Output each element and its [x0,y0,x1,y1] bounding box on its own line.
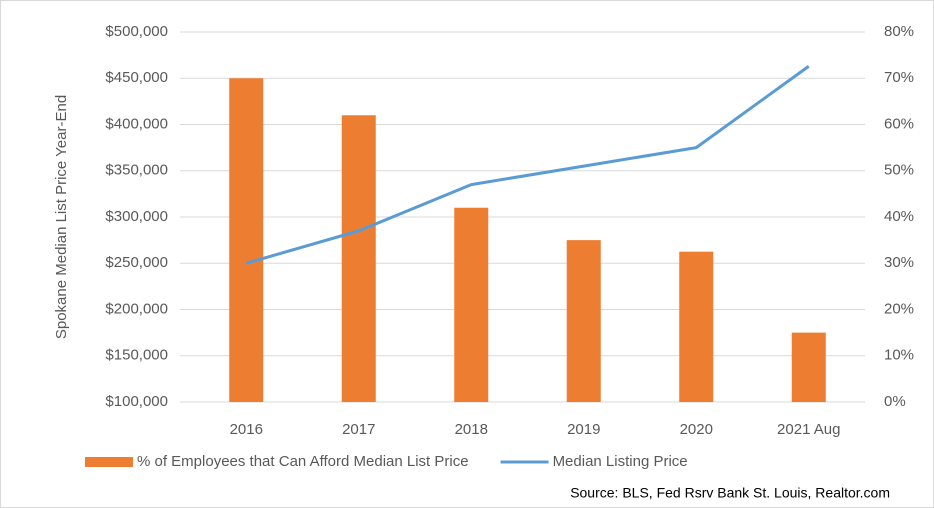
y2-tick-label: 0% [884,393,906,410]
y-tick-label: $250,000 [105,254,168,271]
x-tick-label: 2021 Aug [777,421,840,438]
source-note: Source: BLS, Fed Rsrv Bank St. Louis, Re… [570,485,890,501]
line [245,65,810,265]
y2-tick-label: 30% [884,254,914,271]
y-tick-label: $200,000 [105,300,168,317]
x-tick-label: 2017 [342,421,375,438]
y2-tick-label: 50% [884,162,914,179]
y-tick-label: $150,000 [105,347,168,364]
y-tick-label: $300,000 [105,208,168,225]
y2-tick-label: 10% [884,347,914,364]
bar [229,78,264,402]
x-tick-label: 2020 [680,421,713,438]
bar [791,332,826,402]
legend-label: % of Employees that Can Afford Median Li… [137,453,469,470]
y-tick-label: $100,000 [105,393,168,410]
bar [566,240,601,402]
x-tick-label: 2018 [455,421,488,438]
y2-tick-label: 60% [884,115,914,132]
y2-tick-label: 20% [884,300,914,317]
x-tick-label: 2019 [567,421,600,438]
x-tick-label: 2016 [230,421,263,438]
y2-tick-label: 70% [884,69,914,86]
y2-tick-label: 40% [884,208,914,225]
y-tick-label: $450,000 [105,69,168,86]
bar [341,115,376,402]
legend-label: Median Listing Price [553,453,688,470]
y-axis-title: Spokane Median List Price Year-End [53,95,70,339]
bar [454,207,489,402]
y-tick-label: $400,000 [105,115,168,132]
y2-tick-label: 80% [884,23,914,40]
legend-swatch [85,457,133,467]
y-tick-label: $500,000 [105,23,168,40]
y-tick-label: $350,000 [105,162,168,179]
bar [679,251,714,402]
